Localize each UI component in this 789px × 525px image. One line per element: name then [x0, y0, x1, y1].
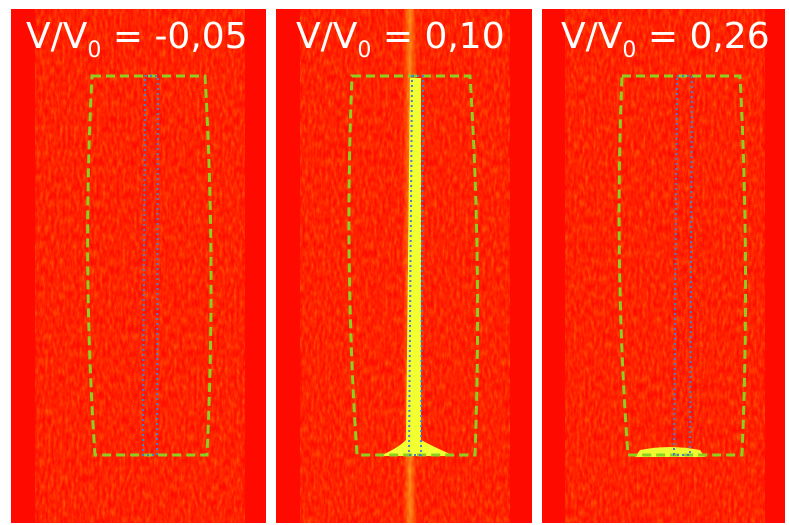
- label-text: V/V: [561, 16, 623, 57]
- label-value: = -0,05: [101, 16, 247, 57]
- label-subscript: 0: [357, 38, 371, 63]
- texture: [565, 9, 765, 523]
- outline-dashed: [86, 74, 213, 457]
- texture: [35, 9, 245, 523]
- bright-stripe: [380, 78, 455, 456]
- label-value: = 0,10: [371, 16, 504, 57]
- label-value: = 0,26: [636, 16, 769, 57]
- panel: V/V0 = -0,05: [11, 9, 266, 523]
- label-subscript: 0: [87, 38, 101, 63]
- panel-label: V/V0 = -0,05: [26, 16, 248, 63]
- outline-dotted: [407, 75, 425, 456]
- panel: V/V0 = 0,26: [542, 9, 785, 523]
- label-text: V/V: [26, 16, 88, 57]
- panel-label: V/V0 = 0,26: [561, 16, 770, 63]
- panel-label: V/V0 = 0,10: [296, 16, 505, 63]
- panel: V/V0 = 0,10: [276, 9, 532, 523]
- outline-dotted: [672, 75, 694, 456]
- label-subscript: 0: [622, 38, 636, 63]
- outline-dashed: [617, 74, 748, 457]
- label-text: V/V: [296, 16, 358, 57]
- outline-dashed: [347, 74, 480, 457]
